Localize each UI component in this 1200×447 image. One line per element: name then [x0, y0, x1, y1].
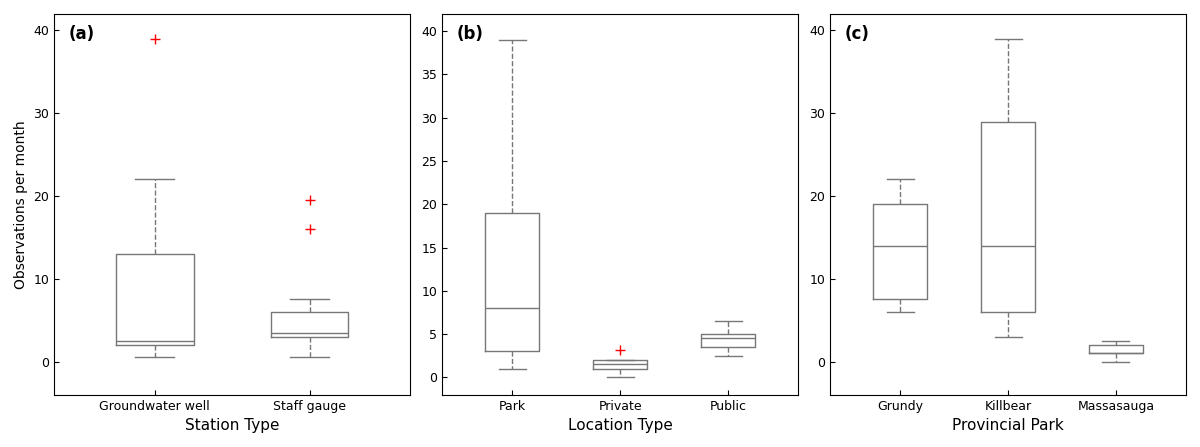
- Text: (c): (c): [845, 25, 869, 43]
- X-axis label: Station Type: Station Type: [185, 418, 280, 433]
- Text: (b): (b): [456, 25, 484, 43]
- Y-axis label: Observations per month: Observations per month: [14, 120, 28, 289]
- X-axis label: Location Type: Location Type: [568, 418, 672, 433]
- X-axis label: Provincial Park: Provincial Park: [952, 418, 1064, 433]
- Text: (a): (a): [68, 25, 95, 43]
